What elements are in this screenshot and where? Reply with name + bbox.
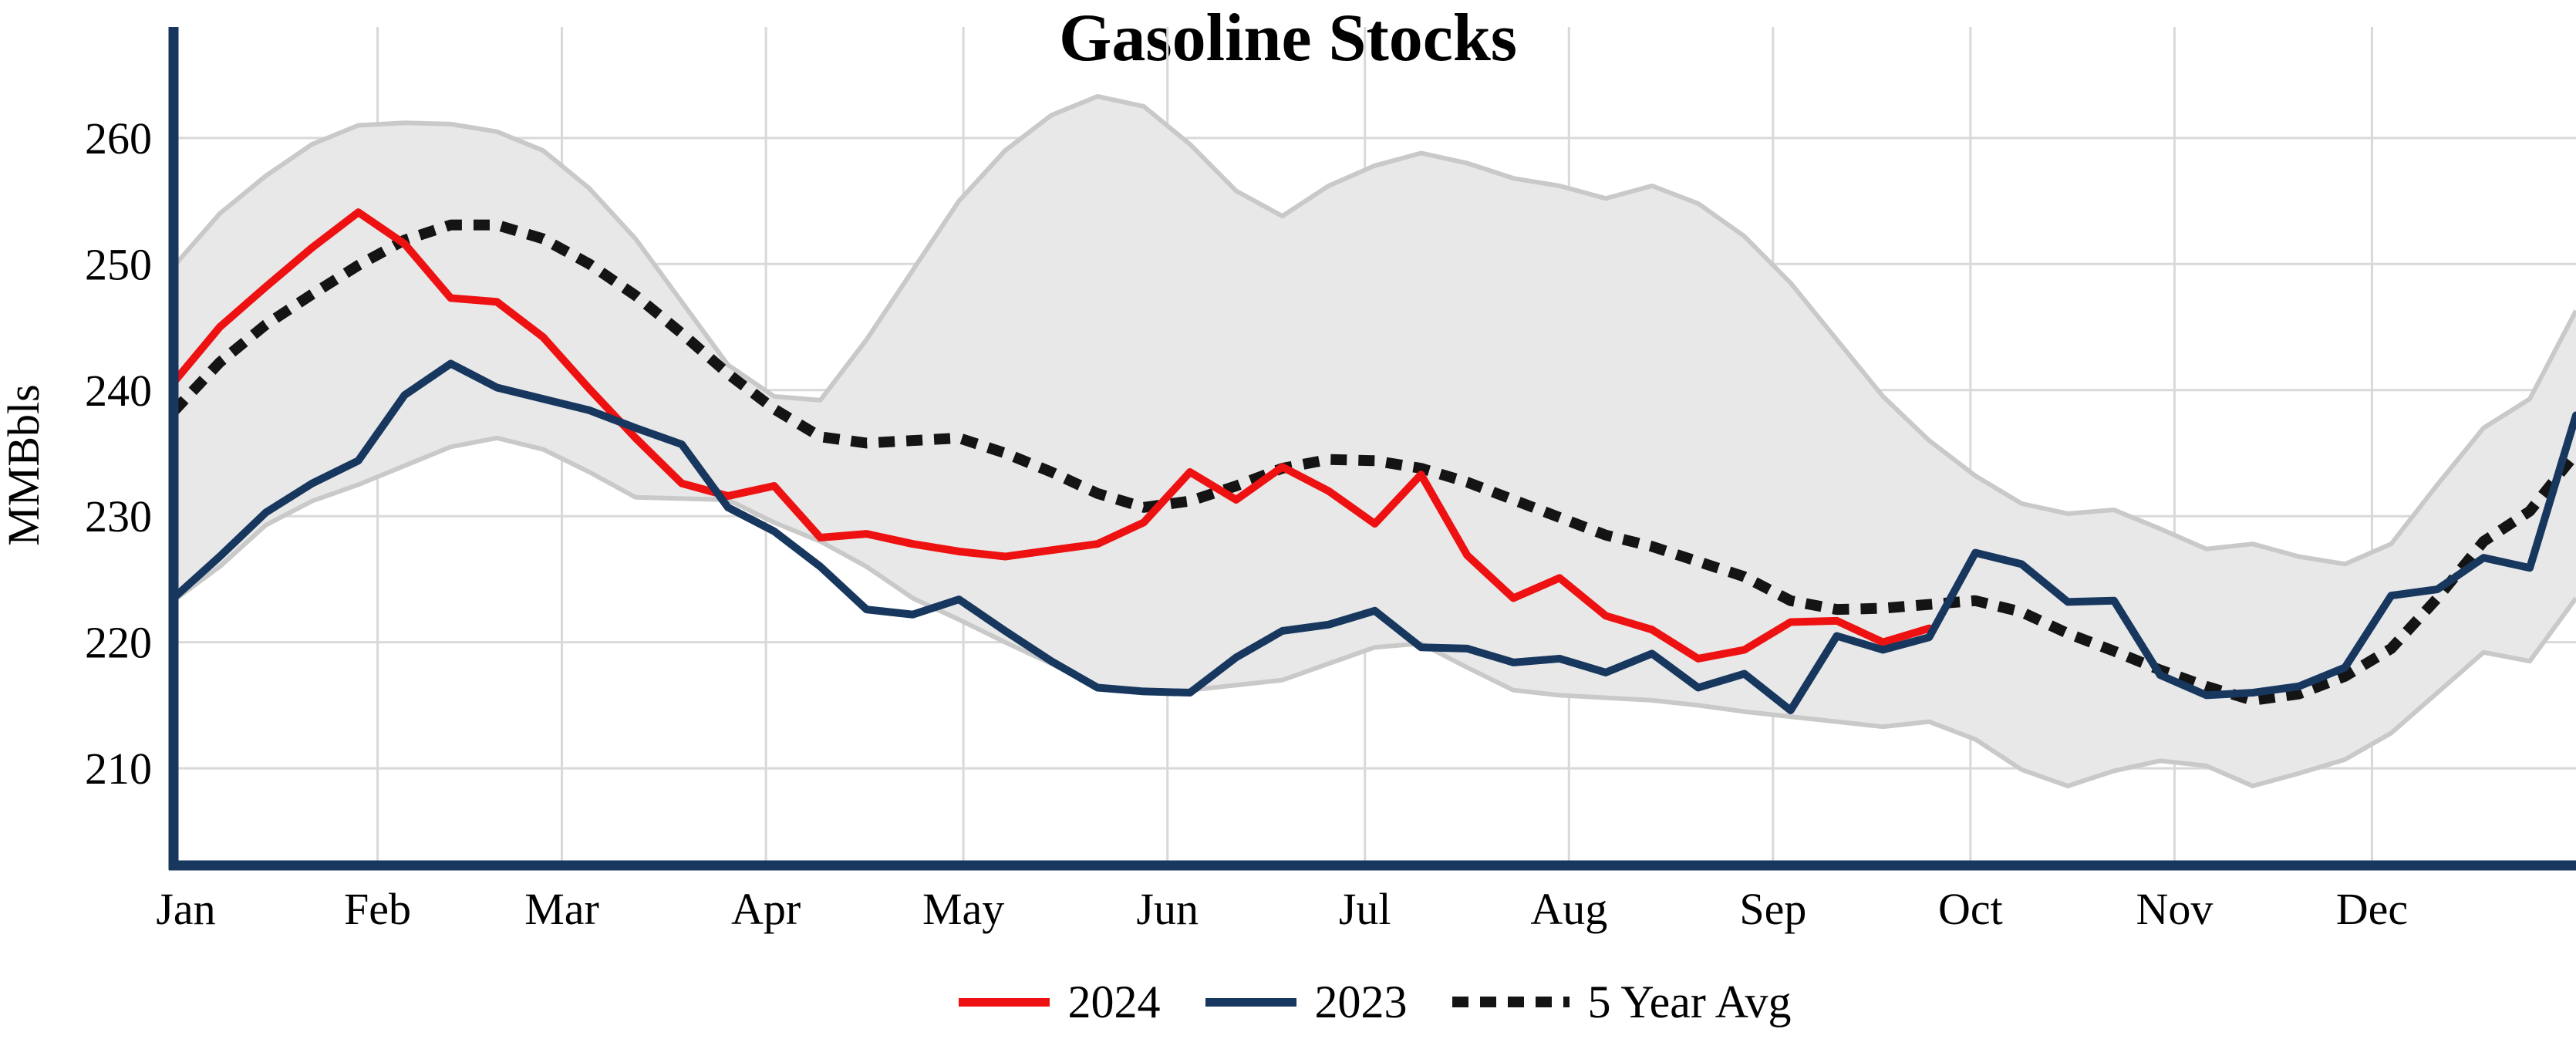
x-tick-label-aug: Aug [1530, 884, 1607, 934]
x-tick-label-jan: Jan [156, 884, 215, 934]
x-tick-label-feb: Feb [344, 884, 411, 934]
y-tick-label-210: 210 [85, 744, 152, 794]
y-tick-label-220: 220 [85, 618, 152, 668]
y-tick-label-240: 240 [85, 366, 152, 416]
legend-swatch-5yr-avg-dotted-line [1452, 997, 1570, 1007]
page-title: Gasoline Stocks [1058, 1, 1518, 76]
x-tick-label-apr: Apr [731, 884, 801, 934]
legend-swatch-2024-red-line [958, 997, 1050, 1007]
legend-label-2024: 2024 [1067, 976, 1161, 1027]
five-year-range-band [174, 96, 2576, 787]
legend-item-5yr-avg: 5 Year Avg [1452, 976, 1792, 1027]
x-tick-label-dec: Dec [2336, 884, 2408, 934]
y-tick-label-260: 260 [85, 113, 152, 164]
y-tick-label-230: 230 [85, 491, 152, 541]
five-year-range-lower-edge [172, 435, 2576, 789]
x-tick-label-mar: Mar [524, 884, 599, 934]
legend-label-2023: 2023 [1314, 976, 1408, 1027]
legend-item-2024: 2024 [958, 976, 1161, 1027]
series-line-2024 [170, 208, 1934, 663]
x-tick-label-oct: Oct [1938, 884, 2003, 934]
x-tick-label-jun: Jun [1136, 884, 1199, 934]
x-tick-label-jul: Jul [1339, 884, 1391, 934]
legend-item-2023: 2023 [1205, 979, 1408, 1025]
x-tick-label-sep: Sep [1739, 884, 1806, 934]
y-tick-label-250: 250 [85, 239, 152, 289]
legend-label-5yr-avg: 5 Year Avg [1587, 976, 1792, 1027]
legend: 2024 2023 5 Year Avg [174, 967, 2576, 1037]
x-tick-label-nov: Nov [2136, 884, 2213, 934]
series-line-2023 [170, 359, 2576, 714]
five-year-range-upper-edge [171, 93, 2576, 567]
x-tick-label-may: May [922, 884, 1004, 934]
legend-swatch-2023-navy-line [1205, 997, 1296, 1007]
